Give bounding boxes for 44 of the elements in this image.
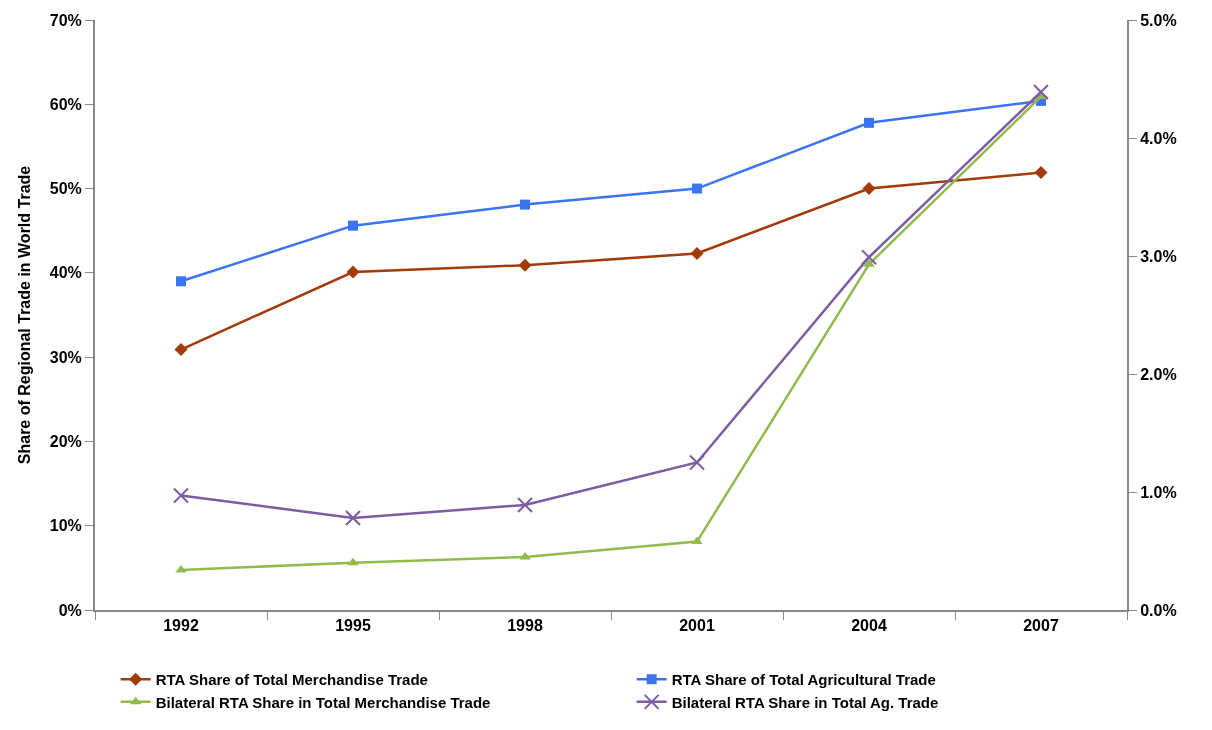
x-tick-label: 2004: [851, 617, 887, 635]
point: [690, 246, 704, 260]
x-tick-label: 1995: [335, 617, 371, 635]
point: [1034, 166, 1048, 180]
y-tick-label: 50%: [49, 180, 82, 198]
y-tick-label: 70%: [49, 11, 82, 29]
point: [864, 117, 874, 128]
point: [691, 536, 703, 545]
y-tick-label: 0%: [58, 601, 82, 619]
point: [348, 220, 358, 231]
legend-label: RTA Share of Total Agricultural Trade: [671, 671, 936, 689]
point: [861, 249, 877, 266]
point: [345, 509, 361, 526]
point: [176, 276, 186, 287]
y-tick-label: 20%: [49, 433, 82, 451]
y-tick-label: 10%: [49, 517, 82, 535]
point: [346, 265, 360, 279]
point: [517, 496, 533, 513]
y2-tick-label: 0.0%: [1140, 601, 1177, 619]
point: [518, 258, 532, 272]
x-tick-label: 1992: [163, 617, 199, 635]
point: [1033, 83, 1049, 100]
point: [347, 557, 359, 566]
y-axis-title: Share of Regional Trade in World Trade: [16, 165, 34, 465]
legend-label: RTA Share of Total Merchandise Trade: [155, 671, 428, 689]
y2-tick-label: 2.0%: [1140, 365, 1177, 383]
x-tick-label: 2007: [1023, 617, 1059, 635]
point: [689, 454, 705, 471]
y-tick-label: 60%: [49, 95, 82, 113]
x-tick-label: 1998: [507, 617, 543, 635]
point: [173, 487, 189, 504]
x-tick-label: 2001: [679, 617, 715, 635]
y2-tick-label: 5.0%: [1140, 11, 1177, 29]
legend-label: Bilateral RTA Share in Total Merchandise Trade: [155, 693, 491, 711]
legend-label: Bilateral RTA Share in Total Ag. Trade: [671, 693, 939, 711]
y-tick-label: 30%: [49, 348, 82, 366]
y2-tick-label: 4.0%: [1140, 129, 1177, 147]
point: [520, 199, 530, 210]
y2-tick-label: 1.0%: [1140, 483, 1177, 501]
y-tick-label: 40%: [49, 264, 82, 282]
y2-tick-label: 3.0%: [1140, 247, 1177, 265]
point: [692, 183, 702, 194]
point: [174, 343, 188, 357]
point: [862, 182, 876, 196]
